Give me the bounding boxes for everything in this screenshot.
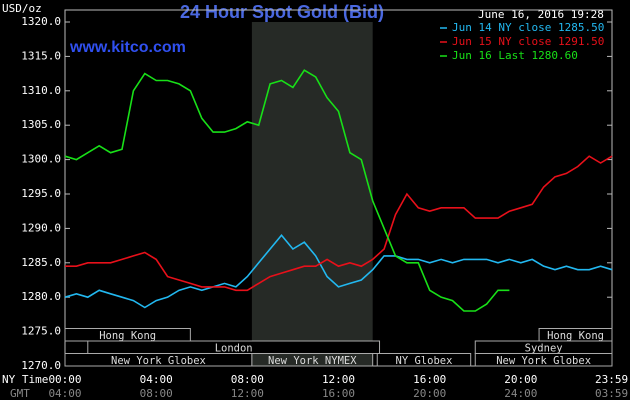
session-label: New York Globex [111, 355, 206, 367]
site-label: www.kitco.com [69, 39, 186, 56]
x2-tick-label: 04:00 [48, 387, 81, 400]
x2-tick-label: 24:00 [504, 387, 537, 400]
session-shade [251, 22, 373, 366]
x-tick-label: 12:00 [322, 373, 355, 386]
x2-axis-label: GMT [10, 387, 30, 400]
legend-entry: Jun 15 NY close 1291.50 [452, 35, 604, 48]
x-tick-label: 08:00 [231, 373, 264, 386]
session-label: New York Globex [496, 355, 591, 367]
y-tick-label: 1300.0 [21, 153, 61, 166]
y-tick-label: 1285.0 [21, 256, 61, 269]
x2-tick-label: 20:00 [413, 387, 446, 400]
series-line [64, 69, 510, 312]
x-tick-label: 20:00 [504, 373, 537, 386]
session-label: Hong Kong [547, 330, 604, 342]
y-tick-label: 1290.0 [21, 221, 61, 234]
session-label: Sydney [525, 342, 563, 354]
x-axis-label: NY Time [2, 373, 48, 386]
session-box [376, 353, 472, 367]
legend-entry: Jun 14 NY close 1285.50 [452, 21, 604, 34]
session-label: New York NYMEX [268, 355, 357, 367]
chart-title: 24 Hour Spot Gold (Bid) [180, 2, 384, 22]
y-tick-label: 1320.0 [21, 15, 61, 28]
y-axis-label: USD/oz [2, 2, 42, 15]
y-tick-label: 1295.0 [21, 187, 61, 200]
x-tick-label: 16:00 [413, 373, 446, 386]
session-box [251, 353, 374, 367]
y-tick-label: 1280.0 [21, 290, 61, 303]
y-tick-label: 1315.0 [21, 49, 61, 62]
x-tick-label: 04:00 [140, 373, 173, 386]
x2-tick-label: 03:59 [595, 387, 628, 400]
x-tick-label: 23:59 [595, 373, 628, 386]
series-line [64, 234, 613, 309]
x2-tick-label: 08:00 [140, 387, 173, 400]
y-tick-label: 1275.0 [21, 325, 61, 338]
y-tick-label: 1305.0 [21, 118, 61, 131]
timestamp: June 16, 2016 19:28 [478, 8, 604, 21]
session-label: London [215, 342, 253, 354]
y-tick-label: 1270.0 [21, 359, 61, 372]
session-label: NY Globex [396, 355, 453, 367]
x-tick-label: 00:00 [48, 373, 81, 386]
x2-tick-label: 16:00 [322, 387, 355, 400]
y-tick-label: 1310.0 [21, 84, 61, 97]
session-box [474, 353, 613, 367]
x2-tick-label: 12:00 [231, 387, 264, 400]
series-line [65, 155, 613, 292]
session-label: Hong Kong [99, 330, 156, 342]
legend-entry: Jun 16 Last 1280.60 [452, 49, 578, 62]
